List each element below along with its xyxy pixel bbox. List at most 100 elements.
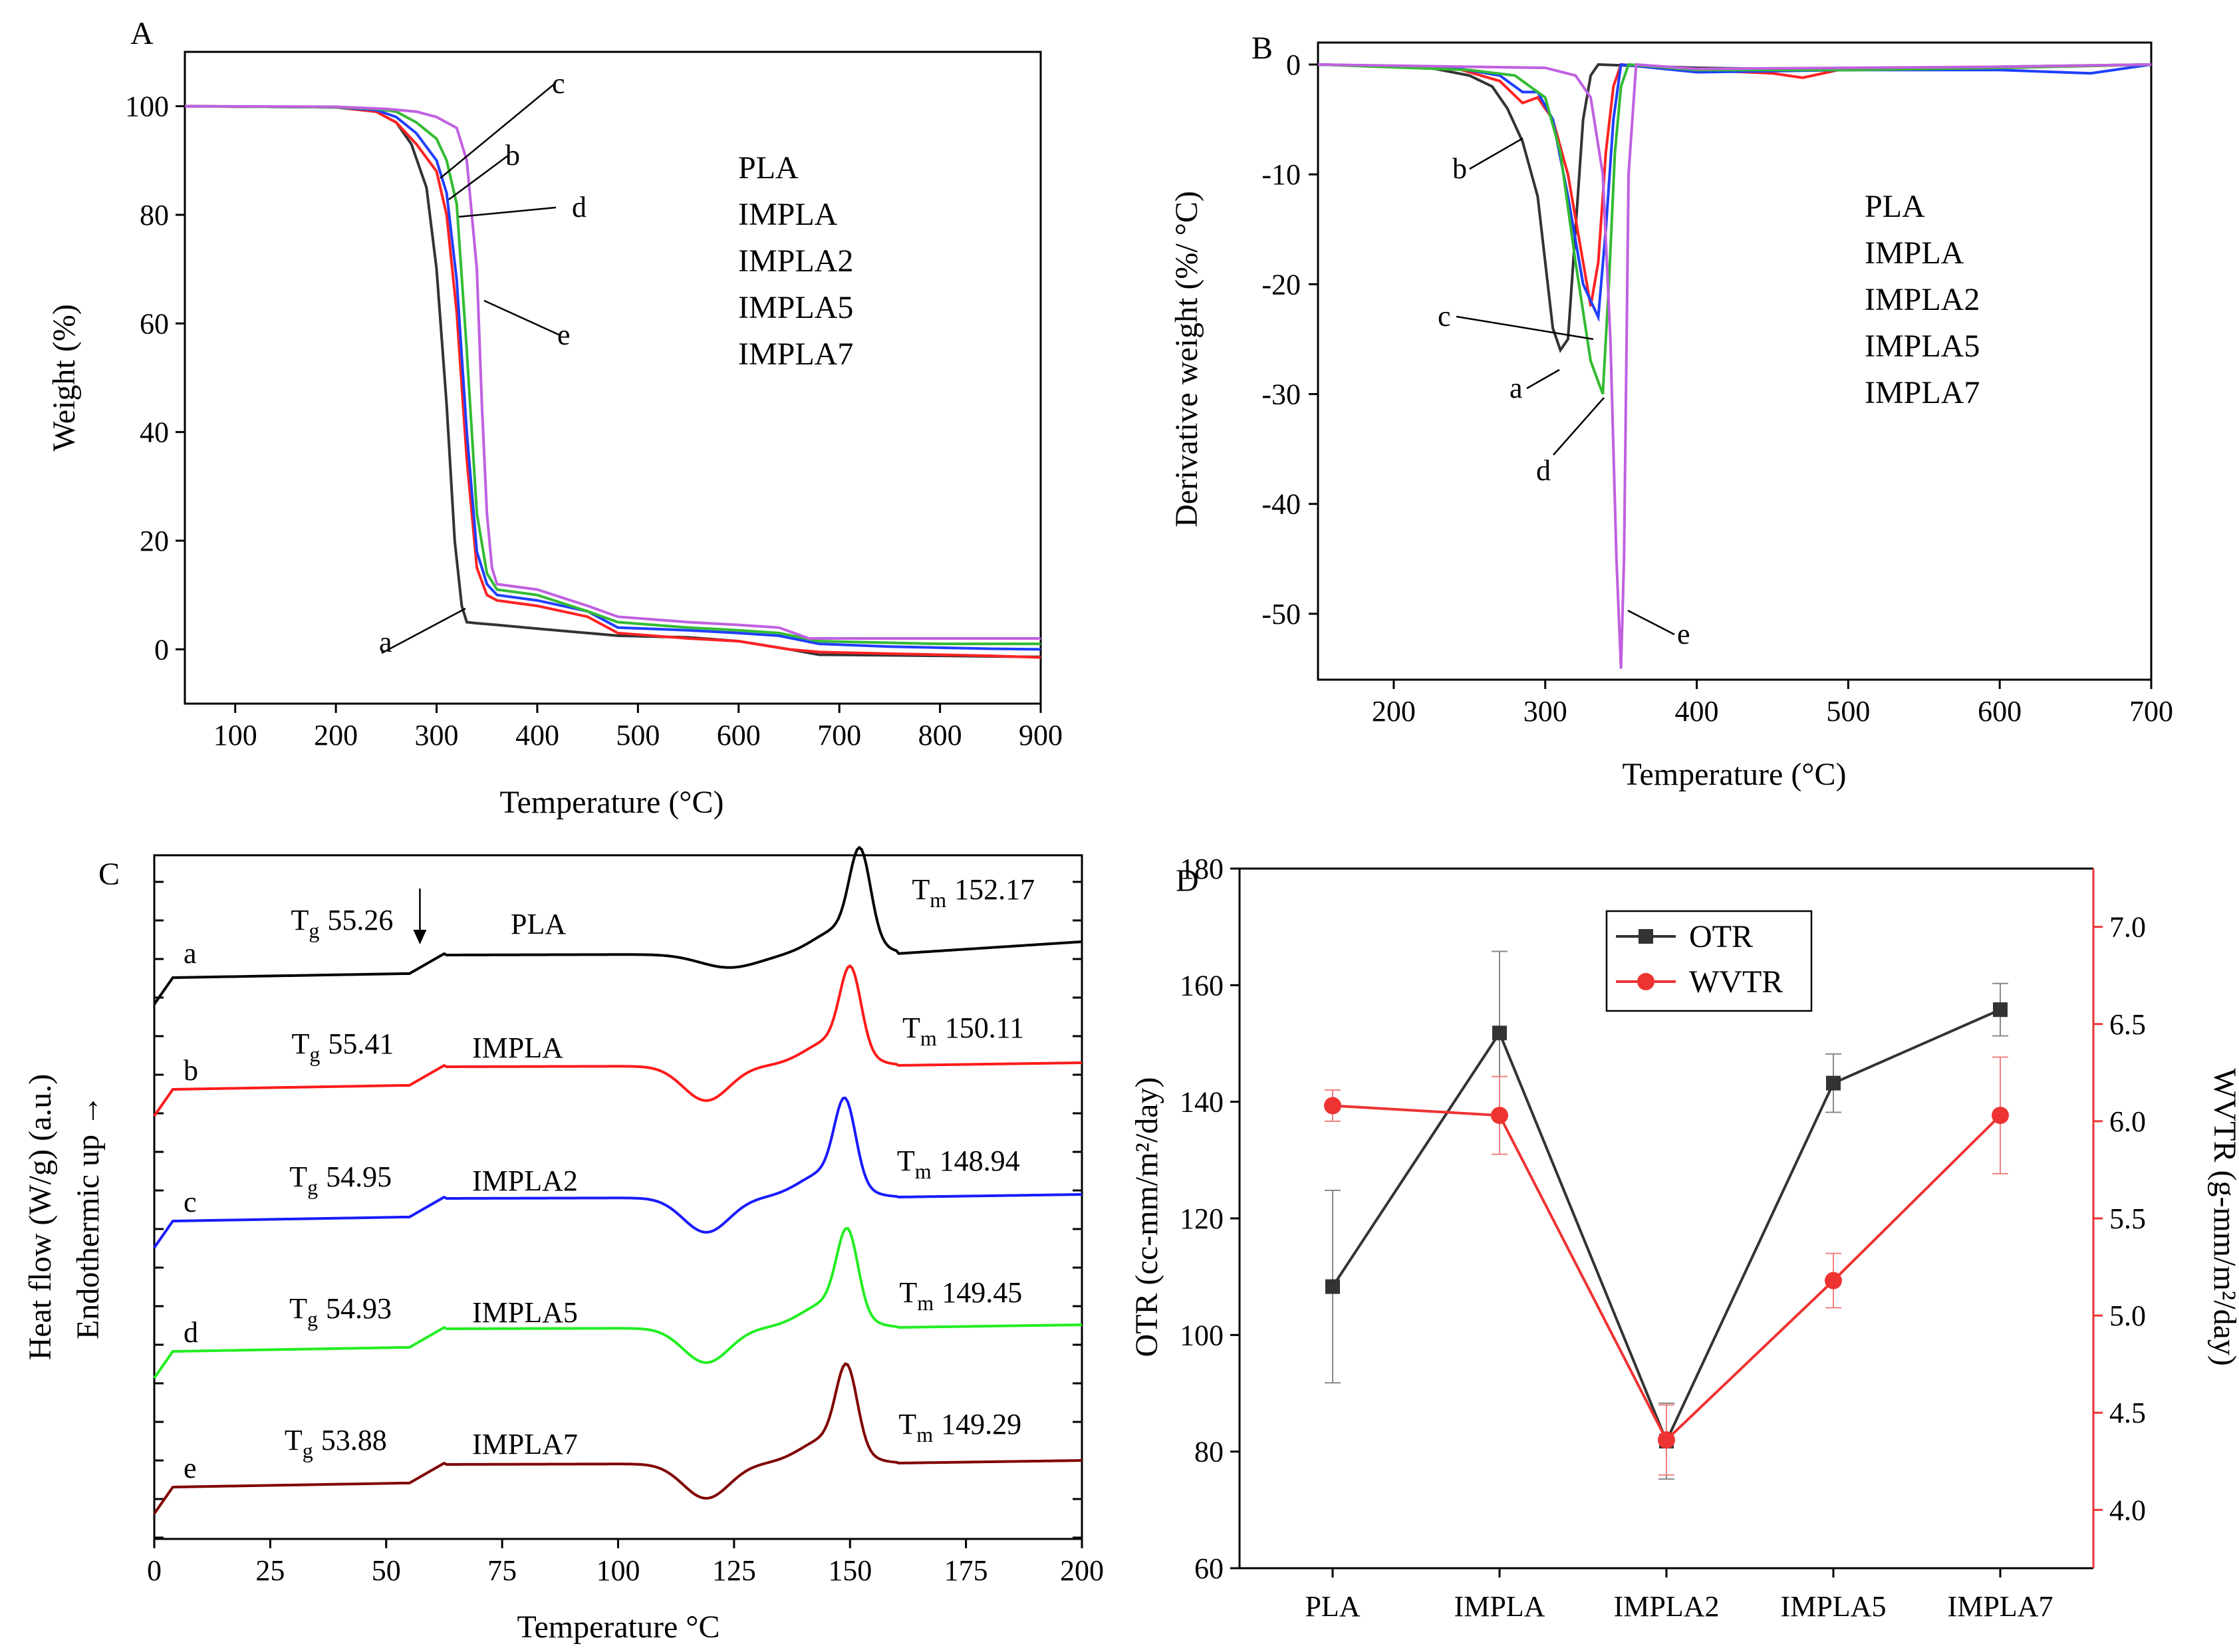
tm-annotation: Tm 148.94 (897, 1145, 1020, 1183)
annotation-label: a (379, 626, 392, 658)
data-point-square (1993, 1002, 2008, 1018)
panel-b: 200 300 400 500 600 700 0 -10 -20 -30 -40 -50 Temper… (1169, 31, 2173, 792)
annotation-label: d (1536, 454, 1551, 487)
x-tick-label: 175 (944, 1554, 988, 1587)
dsc-curve-IMPLA (153, 964, 1083, 1117)
x-tick-label: 600 (717, 719, 761, 752)
sample-label: PLA (511, 908, 566, 940)
x-tick-label: 100 (213, 719, 257, 752)
y-axis-label: Weight (%) (47, 304, 82, 451)
tm-annotation: Tm 150.11 (902, 1012, 1024, 1050)
tg-value: 55.41 (328, 1028, 394, 1060)
panel-label: C (98, 857, 120, 892)
annotation-leader (1456, 315, 1594, 341)
y-left-tick-label: 180 (1180, 853, 1224, 885)
legend-entry: PLA (738, 150, 799, 186)
x-axis-label: Temperature °C (517, 1609, 720, 1645)
dsc-curve-PLA (153, 845, 1083, 1006)
y-left-axis-label: OTR (cc-mm/m²/day) (1129, 1077, 1164, 1357)
y-tick-label: -50 (1261, 598, 1301, 630)
x-tick-label: 300 (415, 719, 459, 752)
x-tick-label: 100 (596, 1554, 640, 1587)
y-axis-label: Derivative weight (%/ °C) (1169, 191, 1204, 527)
tm-value: 149.45 (942, 1276, 1022, 1309)
y-left-tick-label: 140 (1180, 1086, 1224, 1119)
y-right-tick-label: 6.5 (2109, 1008, 2146, 1041)
panel-label: A (130, 16, 154, 51)
tm-value: 148.94 (940, 1145, 1020, 1177)
data-point-square (1325, 1279, 1340, 1294)
legend-entry: IMPLA5 (738, 290, 853, 325)
tm-sub: m (915, 1159, 932, 1183)
tm-sub: m (917, 1291, 934, 1315)
category-label: IMPLA (1454, 1590, 1545, 1623)
x-tick-label: 200 (1060, 1554, 1104, 1587)
dsc-curve-IMPLA2 (153, 1096, 1083, 1249)
tg-prefix: T (289, 1161, 307, 1193)
category-label: IMPLA7 (1948, 1590, 2053, 1623)
category-label: PLA (1305, 1590, 1360, 1623)
tg-sub: g (307, 1175, 318, 1199)
tm-prefix: T (897, 1145, 915, 1177)
x-tick-label: 500 (1826, 695, 1870, 728)
series-line-OTR (1331, 1008, 2001, 1445)
legend-entry: OTR (1689, 919, 1753, 954)
category-label: IMPLA2 (1614, 1590, 1720, 1623)
annotation-label: b (1452, 152, 1467, 185)
data-point-circle (1658, 1431, 1675, 1449)
series-line-IMPLA5 (184, 104, 1041, 646)
x-tick-label: 50 (372, 1554, 401, 1587)
x-tick-label: 400 (1675, 695, 1719, 728)
y-axis-label-line2: Endothermic up → (70, 1095, 106, 1339)
y-tick-label: 60 (140, 307, 169, 340)
annotation-leader (1469, 137, 1523, 170)
y-left-tick-label: 80 (1194, 1436, 1224, 1468)
series-line-PLA (184, 104, 1041, 658)
x-tick-label: 200 (1372, 695, 1416, 728)
x-tick-label: 900 (1019, 719, 1063, 752)
y-left-tick-label: 60 (1194, 1552, 1224, 1585)
y-right-tick-label: 4.0 (2109, 1494, 2146, 1526)
legend-entry: WVTR (1689, 964, 1783, 1000)
legend-entry: IMPLA2 (738, 243, 853, 279)
x-tick-label: 300 (1523, 695, 1567, 728)
dsc-curve-IMPLA7 (153, 1362, 1083, 1515)
category-label: IMPLA5 (1781, 1590, 1887, 1623)
curve-label: d (184, 1316, 198, 1349)
series-line-IMPLA (1317, 63, 2152, 307)
legend-frame (1605, 910, 1813, 1012)
y-tick-label: -10 (1261, 158, 1301, 191)
tm-annotation: Tm 149.45 (899, 1276, 1022, 1315)
tm-prefix: T (898, 1408, 916, 1441)
panel-c: 0 25 50 75 100 125 150 175 200 a Tg 55.26 Tm 152.17 PL… (23, 845, 1104, 1645)
tg-prefix: T (291, 1028, 309, 1060)
tg-sub: g (309, 918, 319, 942)
x-tick-label: 75 (487, 1554, 517, 1587)
legend-entry: IMPLA2 (1865, 282, 1980, 317)
annotation-leader (1627, 609, 1675, 636)
y-tick-label: -40 (1261, 488, 1301, 521)
tm-annotation: Tm 149.29 (898, 1408, 1021, 1446)
series-line-IMPLA7 (184, 104, 1041, 640)
x-tick-label: 700 (817, 719, 861, 752)
y-tick-label: 100 (125, 90, 169, 123)
tm-sub: m (930, 888, 946, 912)
tg-prefix: T (291, 904, 309, 936)
annotation-leader (483, 299, 561, 337)
y-tick-label: -20 (1261, 268, 1301, 301)
x-tick-label: 700 (2129, 695, 2173, 728)
x-tick-label: 400 (515, 719, 559, 752)
annotation-label: e (557, 319, 571, 351)
x-tick-label: 200 (314, 719, 358, 752)
legend-marker-otr (1639, 929, 1653, 944)
tm-prefix: T (899, 1276, 917, 1309)
x-tick-label: 150 (828, 1554, 872, 1587)
curve-label: a (184, 937, 197, 970)
y-left-tick-label: 160 (1180, 969, 1224, 1002)
panel-d: PLA IMPLA IMPLA2 IMPLA5 IMPLA7 60 80 100 120 140 1… (1129, 853, 2239, 1623)
data-point-circle (1324, 1097, 1341, 1115)
x-axis-label: Temperature (°C) (1622, 757, 1846, 792)
y-left-tick-label: 120 (1180, 1202, 1224, 1235)
y-right-tick-label: 7.0 (2109, 911, 2146, 944)
